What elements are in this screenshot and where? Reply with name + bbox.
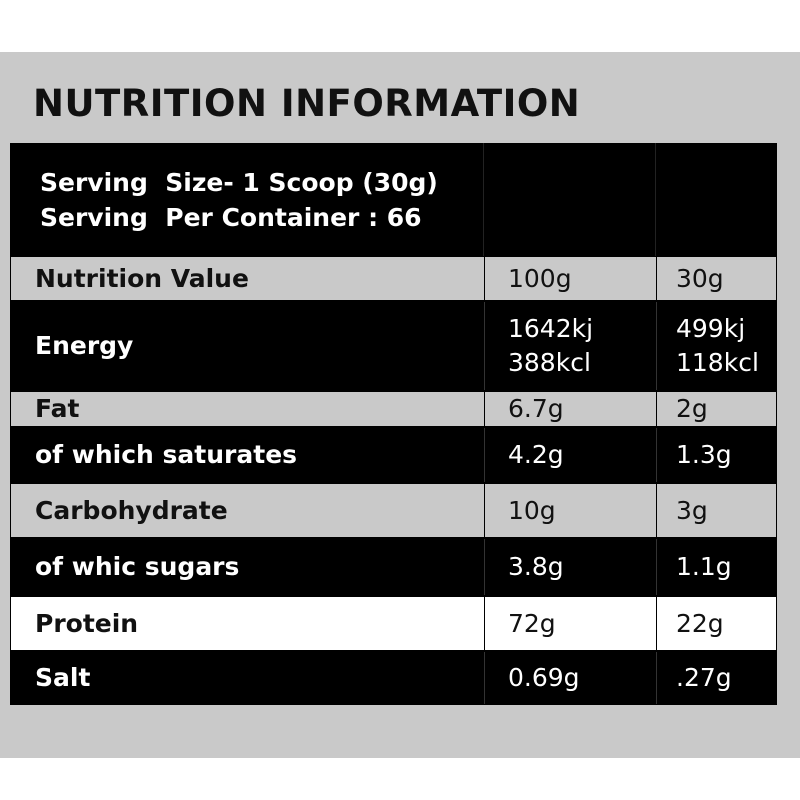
serving-per-container: Serving Per Container : 66 <box>40 203 422 232</box>
table-row: of whic sugars 3.8g 1.1g <box>10 538 777 596</box>
row-label: of whic sugars <box>35 552 240 582</box>
value-100g-kcal: 388kcl <box>508 348 591 377</box>
value-100g: 72g <box>484 597 656 650</box>
value-30g-kj: 499kj <box>676 314 746 344</box>
serving-info-box: Serving Size- 1 Scoop (30g) Serving Per … <box>10 143 777 256</box>
value-30g: 2g <box>656 392 778 426</box>
value-100g: 4.2g <box>484 428 656 482</box>
row-label: Fat <box>35 394 80 424</box>
table-header-row: Nutrition Value 100g 30g <box>10 256 777 301</box>
value-30g-kcal: 118kcl <box>676 348 759 377</box>
value-30g: 22g <box>656 597 778 650</box>
row-label: Protein <box>35 608 139 638</box>
value-100g-kj: 1642kj <box>508 314 594 344</box>
table-row: Salt 0.69g .27g <box>10 651 777 705</box>
serving-size: Serving Size- 1 Scoop (30g) <box>40 168 438 197</box>
value-30g: 1.1g <box>656 539 778 595</box>
column-divider <box>483 143 484 256</box>
header-label: Nutrition Value <box>35 263 249 293</box>
row-label: of which saturates <box>35 440 298 470</box>
value-100g: 3.8g <box>484 539 656 595</box>
row-label: Energy <box>35 331 134 361</box>
page-title: NUTRITION INFORMATION <box>33 82 581 125</box>
value-100g: 6.7g <box>484 392 656 426</box>
value-100g: 10g <box>484 484 656 537</box>
row-label: Salt <box>35 663 91 693</box>
value-100g: 1642kj 388kcl <box>484 302 656 390</box>
value-30g: 499kj 118kcl <box>656 302 778 390</box>
table-row: Carbohydrate 10g 3g <box>10 483 777 538</box>
table-row: Protein 72g 22g <box>10 596 777 651</box>
value-30g: .27g <box>656 652 778 704</box>
header-30g: 30g <box>656 257 778 300</box>
value-30g: 1.3g <box>656 428 778 482</box>
table-row: Energy 1642kj 388kcl 499kj 118kcl <box>10 301 777 391</box>
value-30g: 3g <box>656 484 778 537</box>
value-100g: 0.69g <box>484 652 656 704</box>
column-divider <box>655 143 656 256</box>
table-row: Fat 6.7g 2g <box>10 391 777 427</box>
row-label: Carbohydrate <box>35 495 228 525</box>
header-100g: 100g <box>484 257 656 300</box>
table-row: of which saturates 4.2g 1.3g <box>10 427 777 483</box>
